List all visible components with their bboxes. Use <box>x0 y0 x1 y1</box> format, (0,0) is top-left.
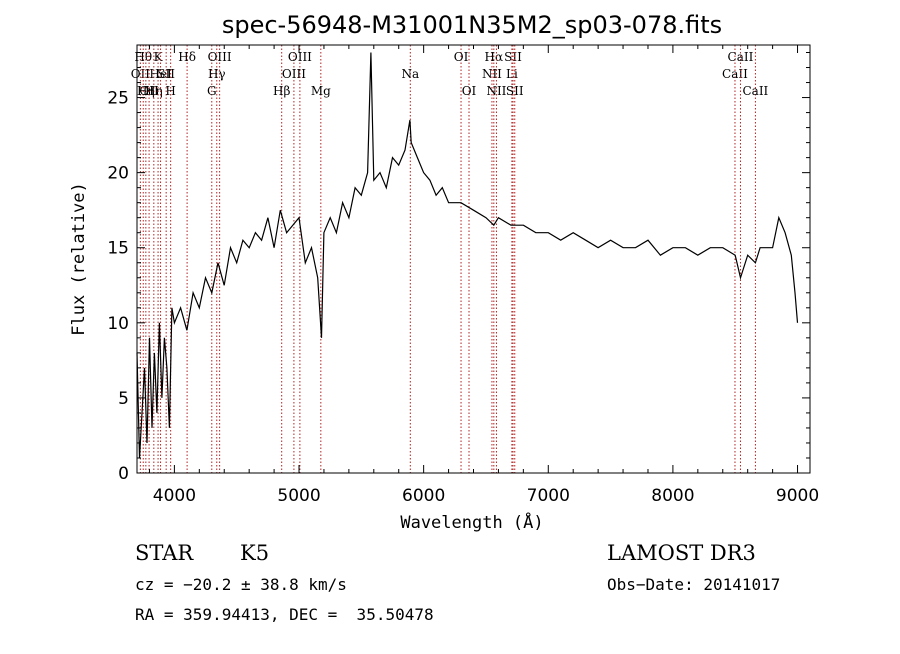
observation-date: Obs−Date: 20141017 <box>607 575 780 594</box>
line-marker-label-21: Hα <box>485 50 504 64</box>
ra-dec-coordinates: RA = 359.94413, DEC = 35.50478 <box>135 605 434 624</box>
x-tick-label-1: 5000 <box>277 486 320 506</box>
x-tick-label-4: 8000 <box>651 486 694 506</box>
x-tick-label-3: 7000 <box>527 486 570 506</box>
y-tick-label-4: 20 <box>107 164 129 184</box>
y-tick-label-5: 25 <box>107 89 129 109</box>
x-tick-label-5: 9000 <box>776 486 819 506</box>
line-marker-label-27: CaII <box>728 50 754 64</box>
x-axis-ticks: 4000 5000 6000 7000 8000 9000 <box>148 45 819 506</box>
line-marker-label-5: K <box>154 50 164 64</box>
line-marker-label-7: SII <box>157 67 175 81</box>
line-marker-label-12: OIII <box>208 50 232 64</box>
y-tick-label-0: 0 <box>118 464 129 484</box>
y-tick-label-2: 10 <box>107 314 129 334</box>
x-axis-label: Wavelength (Å) <box>400 511 543 533</box>
y-axis-label: Flux (relative) <box>69 182 89 336</box>
line-marker-label-19: OI <box>462 84 477 98</box>
y-axis-ticks: 0 5 10 15 20 25 <box>107 52 810 484</box>
redshift-cz: cz = −20.2 ± 38.8 km/s <box>135 575 347 594</box>
object-class: STAR <box>135 541 194 565</box>
line-marker-label-1: Hθ <box>134 50 152 64</box>
line-marker-label-8: H <box>165 84 175 98</box>
flux-series-line <box>136 52 799 459</box>
line-marker-label-13: Hβ <box>273 84 290 98</box>
line-marker-label-15: OIII <box>288 50 312 64</box>
object-subclass: K5 <box>240 541 269 565</box>
line-marker-label-23: Li <box>506 67 518 81</box>
y-tick-label-3: 15 <box>107 239 129 259</box>
line-marker-label-24: SII <box>504 50 522 64</box>
line-marker-label-4: Hη <box>145 84 163 98</box>
line-marker-label-22: NII <box>486 84 506 98</box>
line-marker-label-26: CaII <box>722 67 748 81</box>
x-tick-label-2: 6000 <box>402 486 445 506</box>
line-marker-label-18: OI <box>454 50 469 64</box>
spectral-line-markers: OIIHθHηOIIHηKHeISIIHHδGHγOIIIHβOIIIOIIIM… <box>131 45 769 473</box>
line-marker-label-10: G <box>207 84 217 98</box>
line-marker-label-2: Hη <box>137 84 155 98</box>
x-tick-label-0: 4000 <box>153 486 196 506</box>
line-marker-label-17: Na <box>401 67 419 81</box>
line-marker-label-20: NII <box>482 67 502 81</box>
line-marker-label-28: CaII <box>742 84 768 98</box>
line-marker-label-16: Mg <box>311 84 331 98</box>
line-marker-label-9: Hδ <box>178 50 196 64</box>
chart-title: spec-56948-M31001N35M2_sp03-078.fits <box>222 11 722 39</box>
line-marker-label-14: OIII <box>282 67 306 81</box>
line-marker-label-11: Hγ <box>208 67 226 81</box>
line-marker-label-25: SII <box>506 84 524 98</box>
survey-name: LAMOST DR3 <box>607 541 756 565</box>
line-marker-label-0: OII <box>131 67 151 81</box>
y-tick-label-1: 5 <box>118 389 129 409</box>
